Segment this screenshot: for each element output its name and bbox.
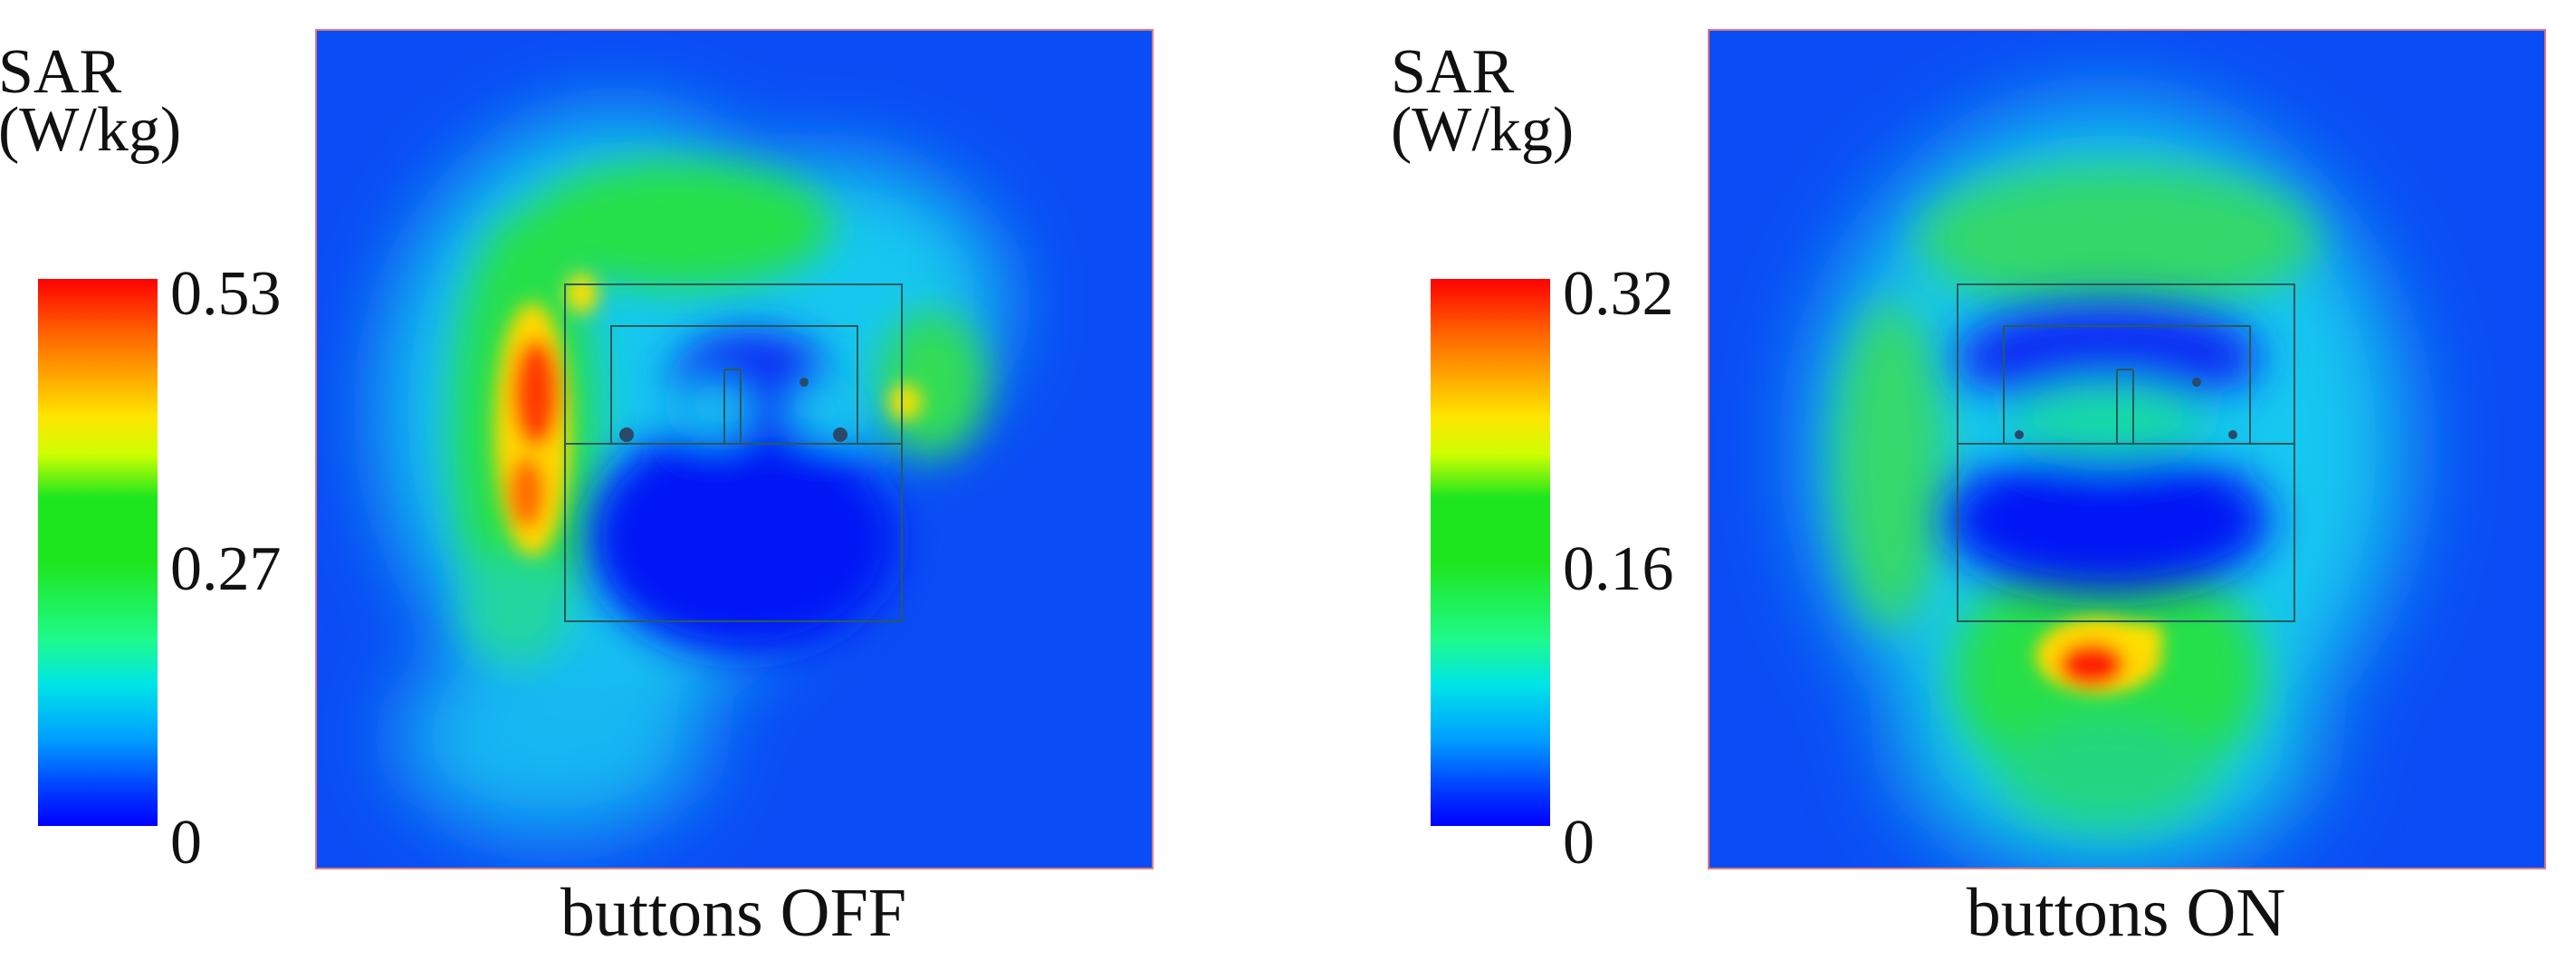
panel-buttons-on: SAR (W/kg) 0.32 0.16 0: [1391, 0, 2576, 979]
blue-cavity: [1945, 302, 2271, 592]
colorbar: [1431, 279, 1550, 826]
unit-label-line1: SAR: [1391, 37, 1515, 107]
antenna-outline: [564, 283, 903, 622]
sar-heatmap-svg: [317, 31, 1152, 868]
antenna-outline: [1957, 283, 2295, 622]
colorbar-tick-min: 0: [1563, 808, 1594, 878]
unit-label-line2: (W/kg): [1391, 95, 1575, 165]
sar-heatmap-svg: [1709, 31, 2544, 868]
sar-heatmap-plot: [315, 29, 1154, 869]
unit-label-line2: (W/kg): [0, 95, 182, 165]
plot-title: buttons ON: [1966, 875, 2286, 951]
button-dots: [619, 378, 847, 442]
panel-buttons-off: SAR (W/kg) 0.53 0.27 0: [0, 29, 1154, 951]
colorbar-unit-label: SAR (W/kg): [1391, 37, 1575, 165]
button-dots: [2015, 378, 2237, 439]
colorbar-unit-label: SAR (W/kg): [0, 37, 182, 165]
plot-title: buttons OFF: [560, 875, 907, 951]
sar-heatmap-plot: [1708, 29, 2546, 869]
blue-cavity: [589, 330, 896, 656]
colorbar-tick-max: 0.53: [170, 259, 282, 329]
colorbar-tick-min: 0: [170, 808, 202, 878]
hot-spots: [494, 274, 922, 556]
colorbar-tick-max: 0.32: [1563, 259, 1674, 329]
colorbar-tick-mid: 0.27: [170, 534, 282, 604]
colorbar-tick-mid: 0.16: [1563, 534, 1674, 604]
hot-spots: [2035, 618, 2164, 694]
colorbar: [38, 279, 158, 826]
unit-label-line1: SAR: [0, 37, 122, 107]
